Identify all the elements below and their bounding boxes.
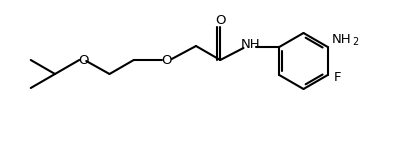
- Text: O: O: [215, 13, 225, 27]
- Text: O: O: [78, 54, 88, 66]
- Text: O: O: [161, 54, 172, 66]
- Text: NH: NH: [240, 37, 260, 51]
- Text: 2: 2: [352, 37, 358, 47]
- Text: F: F: [333, 70, 341, 83]
- Text: NH: NH: [331, 33, 351, 45]
